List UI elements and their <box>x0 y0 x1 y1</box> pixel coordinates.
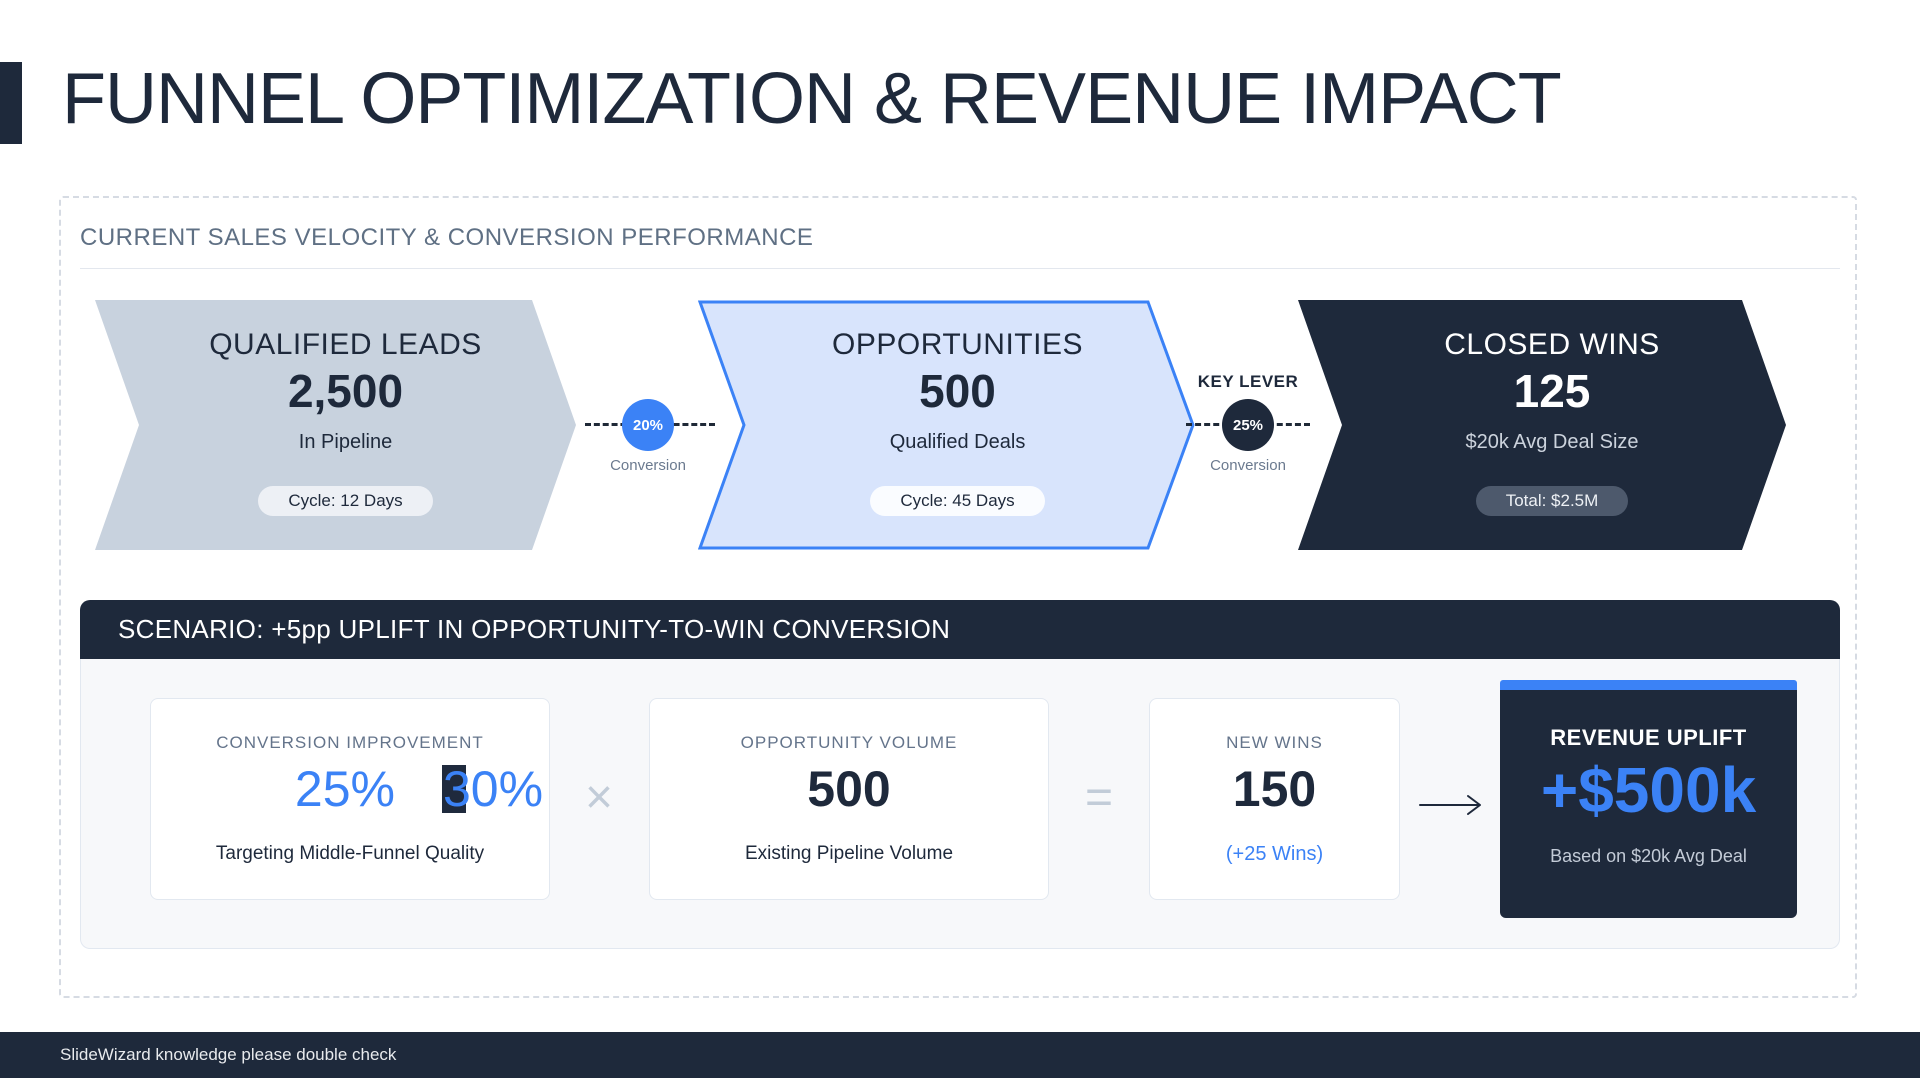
title-accent-bar <box>0 62 22 144</box>
chevron-shape <box>698 300 1195 550</box>
funnel-stage-qualified-leads[interactable]: QUALIFIED LEADS 2,500 In Pipeline Cycle:… <box>95 300 576 550</box>
stage-caption: In Pipeline <box>298 431 393 453</box>
scenario-heading-bar[interactable]: SCENARIO: +5pp UPLIFT IN OPPORTUNITY-TO-… <box>80 600 1840 659</box>
key-lever-label: KEY LEVER <box>1197 372 1299 391</box>
stage-total-pill: Total: $2.5M <box>1475 486 1629 516</box>
conversion-label: Conversion <box>610 457 686 474</box>
stage-name: CLOSED WINS <box>1444 328 1660 361</box>
chevron-shape <box>95 300 576 550</box>
improvement-values[interactable]: 25% 30% <box>295 763 543 815</box>
card-subtext: Existing Pipeline Volume <box>744 843 954 864</box>
scenario-heading: SCENARIO: +5pp UPLIFT IN OPPORTUNITY-TO-… <box>118 614 951 644</box>
stage-name: QUALIFIED LEADS <box>209 328 482 361</box>
card-subtext: Targeting Middle-Funnel Quality <box>215 843 485 864</box>
result-subtext: Based on $20k Avg Deal <box>1550 846 1747 866</box>
section-heading[interactable]: CURRENT SALES VELOCITY & CONVERSION PERF… <box>80 224 1840 269</box>
stage-caption: Qualified Deals <box>889 431 1026 453</box>
card-value: 150 <box>1232 761 1317 817</box>
stage-value: 2,500 <box>287 365 404 417</box>
card-opportunity-volume[interactable]: OPPORTUNITY VOLUME 500 Existing Pipeline… <box>649 698 1049 900</box>
footer-note: SlideWizard knowledge please double chec… <box>60 1045 397 1064</box>
value-to-with-text-cursor[interactable]: 30% <box>441 761 544 817</box>
card-new-wins[interactable]: NEW WINS 150 (+25 Wins) <box>1149 698 1400 900</box>
stage-cycle-pill: Cycle: 12 Days <box>258 486 433 516</box>
funnel-stage-opportunities[interactable]: OPPORTUNITIES 500 Qualified Deals Cycle:… <box>698 300 1197 550</box>
card-label: CONVERSION IMPROVEMENT <box>216 733 484 752</box>
conversion-rate-badge[interactable]: 20% <box>622 399 674 451</box>
right-arrow-icon <box>1419 795 1481 815</box>
stage-value: 500 <box>919 365 996 417</box>
card-label: NEW WINS <box>1226 733 1323 752</box>
stage-caption: $20k Avg Deal Size <box>1465 431 1639 453</box>
stage-value: 125 <box>1513 365 1591 417</box>
result-label: REVENUE UPLIFT <box>1550 725 1747 750</box>
conversion-rate-badge[interactable]: 25% <box>1222 399 1274 451</box>
value-from[interactable]: 25% <box>294 761 395 817</box>
footer-bar: SlideWizard knowledge please double chec… <box>0 1032 1920 1078</box>
conversion-label: Conversion <box>1210 457 1286 474</box>
card-conversion-improvement[interactable]: CONVERSION IMPROVEMENT 25% 30% Targeting… <box>150 698 550 900</box>
funnel-stage-closed-wins[interactable]: CLOSED WINS 125 $20k Avg Deal Size Total… <box>1298 300 1786 550</box>
card-value: 500 <box>807 761 891 817</box>
slide-content-frame <box>59 196 1857 998</box>
stage-name: OPPORTUNITIES <box>832 328 1083 361</box>
card-subtext: (+25 Wins) <box>1225 843 1324 865</box>
card-revenue-uplift[interactable]: REVENUE UPLIFT +$500k Based on $20k Avg … <box>1500 680 1797 918</box>
equals-operator: = <box>1084 771 1114 824</box>
card-label: OPPORTUNITY VOLUME <box>740 733 958 752</box>
slide-title[interactable]: FUNNEL OPTIMIZATION & REVENUE IMPACT <box>62 59 1562 139</box>
stage-cycle-pill: Cycle: 45 Days <box>870 486 1045 516</box>
result-value: +$500k <box>1540 754 1757 826</box>
multiply-operator: × <box>584 771 614 824</box>
result-accent-bar <box>1500 680 1797 690</box>
chevron-shape <box>1298 300 1786 550</box>
